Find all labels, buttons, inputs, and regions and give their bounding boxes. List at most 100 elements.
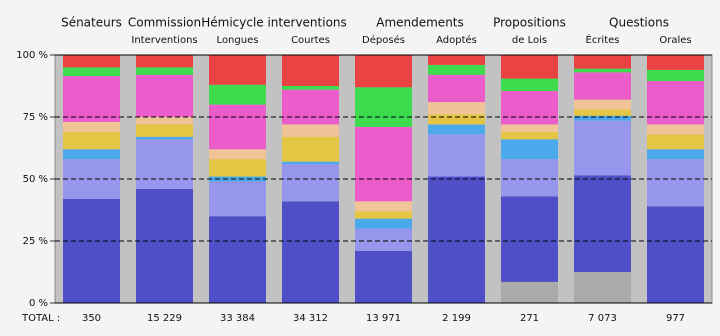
bar-segment xyxy=(63,131,120,150)
y-tick-label: 50 % xyxy=(23,174,48,185)
bar-segment xyxy=(355,55,412,88)
bar-segment xyxy=(501,139,558,160)
bar-segment xyxy=(136,188,193,303)
bar-segment xyxy=(282,55,339,86)
bar-segment xyxy=(282,161,339,165)
bar-segment xyxy=(574,68,631,73)
bar-segment xyxy=(282,164,339,202)
category-label: Écrites xyxy=(586,33,620,46)
bar-segment xyxy=(574,99,631,110)
bar-segment xyxy=(428,176,485,303)
total-value: 977 xyxy=(666,313,685,324)
category-label: Orales xyxy=(659,35,691,46)
y-tick-label: 75 % xyxy=(23,112,48,123)
bar-segment xyxy=(282,136,339,162)
group-label: Hémicycle interventions xyxy=(201,16,347,30)
bar-segment xyxy=(647,149,704,160)
group-label: Commission xyxy=(128,16,201,30)
bar-segment xyxy=(136,136,193,140)
bar-segment xyxy=(209,181,266,217)
bar-segment xyxy=(574,272,631,303)
bar-segment xyxy=(209,84,266,105)
bar-segment xyxy=(428,134,485,177)
bar-segment xyxy=(63,55,120,68)
bar-segment xyxy=(428,102,485,115)
bar-segment xyxy=(63,198,120,303)
bar-segment xyxy=(282,124,339,137)
bar-segment xyxy=(501,131,558,140)
bar-segment xyxy=(209,149,266,160)
bar-segment xyxy=(63,76,120,122)
bar-segment xyxy=(428,55,485,65)
bar-segment xyxy=(647,69,704,82)
bar-segment xyxy=(136,67,193,75)
bar-segment xyxy=(209,104,266,150)
category-label: Adoptés xyxy=(436,34,477,46)
bar-segment xyxy=(428,64,485,75)
bar-segment xyxy=(574,115,631,121)
bar-segment xyxy=(63,149,120,160)
category-label: de Lois xyxy=(512,35,547,46)
bar-segment xyxy=(501,159,558,197)
bar-segment xyxy=(647,124,704,135)
bar-segment xyxy=(63,67,120,77)
category-label: Longues xyxy=(217,35,259,46)
bar-segment xyxy=(136,117,193,125)
y-tick-label: 25 % xyxy=(23,236,48,247)
bar-segment xyxy=(428,74,485,103)
bar-segment xyxy=(574,175,631,272)
group-label: Propositions xyxy=(493,16,566,30)
bar-segment xyxy=(355,228,412,251)
bar-segment xyxy=(647,206,704,303)
bar-segment xyxy=(136,55,193,68)
total-value: 7 073 xyxy=(588,313,617,324)
bar-segment xyxy=(355,211,412,219)
bar-segment xyxy=(647,81,704,125)
bar-segment xyxy=(282,201,339,303)
bar-segment xyxy=(355,87,412,127)
y-tick-label: 0 % xyxy=(29,298,48,309)
y-tick-label: 100 % xyxy=(16,50,48,61)
bar-segment xyxy=(428,124,485,135)
bar-segment xyxy=(647,55,704,70)
bar-segment xyxy=(501,78,558,91)
bar-segment xyxy=(136,124,193,137)
total-value: 34 312 xyxy=(293,313,328,324)
bar-segment xyxy=(574,109,631,116)
bar-segment xyxy=(501,55,558,79)
bar-segment xyxy=(209,55,266,85)
bar-segment xyxy=(136,74,193,117)
bar-segment xyxy=(209,216,266,303)
group-label: Questions xyxy=(609,16,669,30)
total-value: 13 971 xyxy=(366,313,401,324)
category-label: Interventions xyxy=(131,35,197,46)
category-label: Courtes xyxy=(291,35,330,46)
total-value: 33 384 xyxy=(220,313,255,324)
bar-segment xyxy=(282,89,339,125)
total-value: 350 xyxy=(82,313,101,324)
bar-segment xyxy=(501,281,558,303)
bar-segment xyxy=(501,90,558,125)
totals-label: TOTAL : xyxy=(21,313,60,324)
bar-segment xyxy=(428,114,485,125)
bar-segment xyxy=(209,159,266,177)
bar-segment xyxy=(647,159,704,207)
total-value: 2 199 xyxy=(442,313,471,324)
group-label: Sénateurs xyxy=(61,16,122,30)
bar-segment xyxy=(355,250,412,303)
bar-segment xyxy=(647,134,704,150)
bar-segment xyxy=(209,176,266,182)
bar-segment xyxy=(355,126,412,202)
bar-segment xyxy=(574,55,631,69)
bar-segment xyxy=(574,72,631,100)
bar-segment xyxy=(501,196,558,282)
bar-segment xyxy=(63,121,120,132)
bar-segment xyxy=(574,120,631,176)
bar-segment xyxy=(136,139,193,189)
bar-segment xyxy=(282,86,339,90)
bar-segment xyxy=(355,201,412,212)
bar-segment xyxy=(355,218,412,229)
total-value: 15 229 xyxy=(147,313,182,324)
total-value: 271 xyxy=(520,313,539,324)
